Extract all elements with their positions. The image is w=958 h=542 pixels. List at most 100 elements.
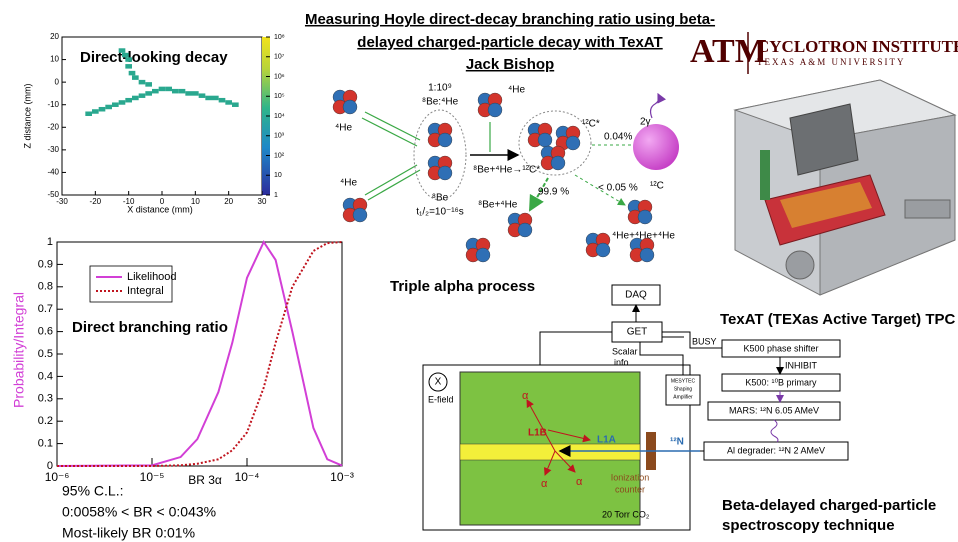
result-line: Most-likely BR 0:01% bbox=[62, 525, 195, 541]
x-tick-label: 10⁻⁴ bbox=[235, 470, 260, 484]
colorbar-label: 10⁵ bbox=[274, 93, 285, 100]
block-label: K500: ¹⁰B primary bbox=[745, 377, 817, 387]
block-label: GET bbox=[627, 327, 648, 338]
track-pixel bbox=[112, 102, 119, 107]
block-label: MESYTEC bbox=[671, 378, 696, 384]
legend-label: Integral bbox=[127, 285, 164, 297]
ratio-label: ⁸Be:⁴He bbox=[422, 97, 459, 108]
result-line: 0:0058% < BR < 0:043% bbox=[62, 504, 216, 520]
reaction: ⁸Be+⁴He→¹²C* bbox=[473, 165, 540, 176]
particle-label: α bbox=[541, 478, 548, 490]
track-pixel bbox=[205, 96, 212, 101]
track-pixel bbox=[139, 93, 146, 98]
track-pixel bbox=[219, 98, 226, 103]
counter-label: counter bbox=[615, 484, 645, 494]
ratio: 1:10⁹ bbox=[428, 83, 452, 94]
track-pixel bbox=[105, 105, 112, 110]
y-axis-label: Z distance (mm) bbox=[22, 83, 32, 148]
y-axis-label: Probability/Integral bbox=[11, 292, 27, 408]
nucleon bbox=[538, 133, 552, 147]
plot-title: Direct-looking decay bbox=[80, 49, 228, 66]
signal-label: Scalar bbox=[612, 346, 638, 356]
setup-caption: Beta-delayed charged-particle bbox=[722, 497, 936, 514]
y-tick-label: 1 bbox=[47, 236, 53, 248]
y-tick-label: -50 bbox=[47, 190, 59, 199]
nucleon bbox=[518, 223, 532, 237]
colorbar-label: 10⁸ bbox=[274, 34, 285, 41]
author: Jack Bishop bbox=[466, 56, 554, 73]
y-tick-label: 20 bbox=[50, 32, 59, 41]
block-label: K500 phase shifter bbox=[743, 343, 818, 353]
track-pixel bbox=[139, 80, 146, 85]
branch-label: 99.9 % bbox=[538, 187, 569, 198]
x-tick-label: 10⁻⁵ bbox=[140, 470, 165, 484]
result-line: 95% C.L.: bbox=[62, 483, 123, 499]
x-tick-label: 10⁻⁶ bbox=[45, 470, 70, 484]
colorbar-label: 1 bbox=[274, 192, 278, 199]
gas-label: 20 Torr CO₂ bbox=[602, 509, 650, 519]
track-pixel bbox=[129, 71, 136, 76]
nucleon bbox=[438, 166, 452, 180]
signal-label: info bbox=[614, 357, 629, 367]
block-label: Shaping bbox=[674, 386, 693, 392]
detector-render bbox=[735, 80, 955, 295]
nucleus-label: ⁸Be bbox=[432, 193, 449, 204]
nucleon bbox=[640, 248, 654, 262]
nucleus-label: ⁴He bbox=[508, 85, 526, 96]
branch-label: < 0.05 % bbox=[598, 183, 638, 194]
x-tick-label: 30 bbox=[258, 197, 267, 206]
title-line: delayed charged-particle decay with TexA… bbox=[357, 34, 662, 51]
y-tick-label: 0.2 bbox=[38, 415, 53, 427]
track-pixel bbox=[199, 93, 206, 98]
institute: CYCLOTRON INSTITUTE bbox=[757, 37, 958, 56]
track-pixel bbox=[125, 64, 132, 69]
y-tick-label: 0.6 bbox=[38, 326, 53, 338]
track-pixel bbox=[119, 48, 126, 53]
university: TEXAS A&M UNIVERSITY bbox=[757, 57, 906, 67]
y-tick-label: 0.7 bbox=[38, 303, 53, 315]
track-pixel bbox=[145, 91, 152, 96]
track-pixel bbox=[119, 100, 126, 105]
x-tick-label: 10 bbox=[191, 197, 200, 206]
products: ⁸Be+⁴He bbox=[478, 200, 518, 211]
colorbar-label: 10 bbox=[274, 172, 282, 179]
colorbar-label: 10⁶ bbox=[274, 73, 285, 80]
y-tick-label: 0.3 bbox=[38, 393, 53, 405]
y-tick-label: 0 bbox=[47, 460, 53, 472]
nucleon bbox=[488, 103, 502, 117]
y-tick-label: -40 bbox=[47, 168, 59, 177]
track-pixel bbox=[192, 91, 199, 96]
colorbar-label: 10⁴ bbox=[274, 113, 285, 120]
nucleus-label: ¹²C bbox=[650, 181, 664, 192]
y-tick-label: 0.1 bbox=[38, 438, 53, 450]
signal-label: INHIBIT bbox=[785, 360, 818, 370]
signal-label: BUSY bbox=[692, 336, 717, 346]
nucleus-label: ⁴He bbox=[335, 123, 353, 134]
diagram-caption: Triple alpha process bbox=[390, 278, 535, 295]
particle-label: α bbox=[576, 476, 583, 488]
nucleon bbox=[476, 248, 490, 262]
track-pixel bbox=[159, 87, 166, 92]
legend-label: Likelihood bbox=[127, 271, 177, 283]
title-line: Measuring Hoyle direct-decay branching r… bbox=[305, 11, 715, 28]
nucleon bbox=[551, 156, 565, 170]
track-pixel bbox=[132, 96, 139, 101]
particle-label: α bbox=[522, 390, 529, 402]
block-label: DAQ bbox=[625, 290, 647, 301]
track-pixel bbox=[165, 87, 172, 92]
block-label: MARS: ¹²N 6.05 AMeV bbox=[729, 405, 819, 415]
branch-label: 0.04% bbox=[604, 132, 632, 143]
track-pixel bbox=[225, 100, 232, 105]
field-symbol: X bbox=[435, 377, 442, 388]
y-tick-label: 10 bbox=[50, 55, 59, 64]
y-tick-label: 0.8 bbox=[38, 281, 53, 293]
x-axis-label: BR 3α bbox=[188, 473, 222, 487]
counter-label: Ionization bbox=[611, 472, 650, 482]
nucleon bbox=[638, 210, 652, 224]
y-tick-label: 0.9 bbox=[38, 258, 53, 270]
colorbar-label: 10⁷ bbox=[274, 54, 285, 61]
logo-mark: ATM bbox=[690, 33, 767, 70]
colorbar-label: 10³ bbox=[274, 133, 285, 140]
half-life: t₁/₂=10⁻¹⁶s bbox=[416, 207, 464, 218]
track-pixel bbox=[172, 89, 179, 94]
